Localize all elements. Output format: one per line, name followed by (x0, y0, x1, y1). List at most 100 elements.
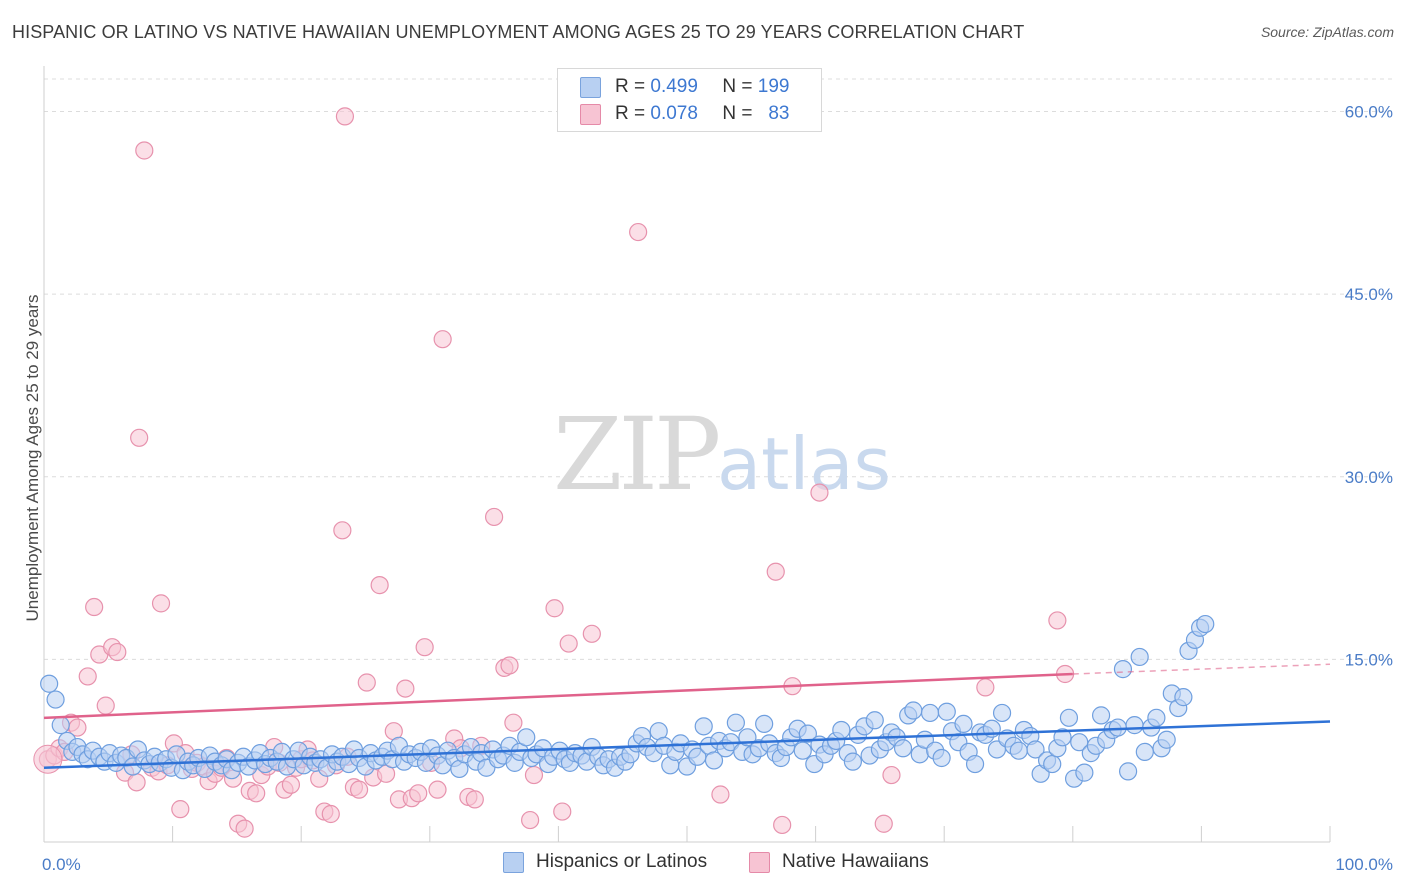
y-tick-label-1: 30.0% (1345, 468, 1393, 487)
native-hawaiian-point-90 (882, 765, 901, 785)
legend-n-value: 199 (757, 76, 790, 97)
legend-swatch-blue (580, 76, 601, 98)
native-hawaiian-point-83 (629, 222, 648, 242)
series-hispanics-or-latinos (40, 614, 1215, 788)
hispanic-point-181 (1043, 754, 1062, 774)
hispanic-point-156 (904, 701, 923, 720)
hispanic-point-178 (1026, 740, 1045, 759)
legend-swatch-pink (580, 103, 601, 125)
watermark-zip: ZIP (553, 396, 718, 513)
native-hawaiian-point-54 (349, 780, 369, 799)
native-hawaiian-point-22 (171, 800, 190, 819)
legend-item-hispanics[interactable]: Hispanics or Latinos (503, 851, 707, 873)
legend-n-label: N = (722, 103, 753, 124)
native-hawaiian-point-81 (559, 634, 578, 653)
native-hawaiian-point-76 (504, 713, 523, 732)
source-label: Source: ZipAtlas.com (1260, 24, 1394, 40)
legend-r-label: R = (615, 76, 646, 97)
trend-line-native-hawaiians-extension (1072, 663, 1331, 675)
chart-title: HISPANIC OR LATINO VS NATIVE HAWAIIAN UN… (12, 22, 1025, 42)
hispanic-point-187 (1075, 763, 1094, 782)
native-hawaiian-point-73 (485, 507, 504, 527)
native-hawaiian-point-89 (874, 814, 893, 833)
watermark-atlas: atlas (717, 422, 891, 506)
native-hawaiian-point-16 (135, 141, 154, 160)
hispanic-point-86 (517, 728, 536, 747)
hispanic-point-120 (704, 751, 724, 770)
native-hawaiian-point-91 (976, 678, 995, 697)
hispanic-point-198 (1135, 742, 1154, 762)
hispanic-point-165 (954, 714, 973, 734)
native-hawaiian-point-63 (409, 784, 428, 803)
hispanic-point-118 (694, 717, 713, 736)
hispanic-point-129 (755, 714, 774, 734)
hispanic-point-1 (46, 690, 65, 709)
hispanic-point-193 (1108, 718, 1127, 737)
native-hawaiian-point-85 (766, 562, 785, 581)
native-hawaiian-point-78 (524, 765, 544, 785)
hispanic-point-195 (1118, 762, 1138, 781)
legend-swatch-blue (503, 851, 524, 873)
native-hawaiian-cluster-point (33, 744, 63, 774)
native-hawaiian-point-33 (235, 819, 254, 838)
hispanic-point-145 (843, 752, 862, 771)
hispanic-point-202 (1157, 730, 1176, 749)
hispanic-point-162 (937, 702, 956, 721)
hispanic-point-190 (1091, 706, 1111, 725)
legend-r-value: 0.499 (650, 76, 698, 97)
native-hawaiian-point-75 (500, 656, 519, 675)
hispanic-point-143 (832, 720, 851, 740)
native-hawaiian-point-35 (247, 784, 266, 803)
native-hawaiian-point-55 (357, 673, 376, 692)
native-hawaiian-point-51 (335, 107, 355, 126)
legend-label: Native Hawaiians (782, 851, 929, 872)
native-hawaiian-point-7 (85, 597, 104, 617)
hispanic-point-183 (1053, 728, 1072, 747)
hispanic-point-161 (932, 748, 951, 768)
series-legend: Hispanics or Latinos Native Hawaiians (0, 851, 1406, 877)
hispanic-point-137 (798, 724, 817, 743)
native-hawaiian-point-88 (810, 483, 829, 502)
legend-row-hispanics: R = 0.499 N = 199 (558, 73, 789, 101)
hispanic-point-136 (793, 741, 812, 760)
native-hawaiian-point-67 (433, 330, 452, 349)
hispanic-point-149 (865, 711, 884, 730)
axes (43, 66, 1331, 843)
native-hawaiian-point-19 (151, 594, 171, 613)
native-hawaiian-point-84 (711, 785, 730, 804)
native-hawaiian-point-66 (428, 780, 447, 799)
legend-label: Hispanics or Latinos (536, 851, 708, 872)
hispanic-point-196 (1125, 716, 1144, 735)
trend-lines (43, 663, 1331, 769)
y-axis-label: Unemployment Among Ages 25 to 29 years (23, 295, 42, 622)
native-hawaiian-point-92 (1048, 611, 1067, 630)
y-tick-label-0: 15.0% (1345, 650, 1393, 669)
tick-labels: 15.0% 30.0% 45.0% 60.0% 0.0% 100.0% (42, 103, 1393, 874)
native-hawaiian-point-57 (370, 576, 389, 595)
native-hawaiian-point-77 (521, 810, 540, 830)
native-hawaiian-point-61 (396, 679, 415, 698)
native-hawaiian-point-86 (773, 815, 792, 835)
legend-r-value: 0.078 (650, 103, 698, 124)
native-hawaiian-point-41 (281, 775, 301, 794)
native-hawaiian-point-11 (108, 642, 127, 662)
hispanic-point-205 (1174, 688, 1193, 707)
legend-n-value: 83 (768, 103, 790, 124)
native-hawaiian-point-79 (545, 599, 564, 618)
hispanic-point-209 (1196, 614, 1215, 634)
x-tick-label-0: 0.0% (42, 855, 81, 874)
hispanic-point-0 (40, 674, 59, 693)
correlation-legend: R = 0.499 N = 199 R = 0.078 N = 83 (557, 68, 822, 132)
native-hawaiian-point-14 (127, 773, 146, 792)
y-tick-label-3: 60.0% (1345, 103, 1393, 122)
native-hawaiian-point-15 (130, 428, 149, 447)
hispanic-point-175 (1009, 741, 1028, 760)
hispanic-point-197 (1130, 647, 1149, 667)
x-tick-label-1: 100.0% (1335, 855, 1393, 874)
native-hawaiian-point-80 (553, 802, 572, 821)
grid-lines (44, 78, 1392, 660)
legend-item-native-hawaiians[interactable]: Native Hawaiians (749, 851, 929, 873)
hispanic-point-200 (1147, 708, 1166, 727)
native-hawaiian-point-82 (582, 624, 601, 643)
native-hawaiian-point-9 (96, 696, 115, 715)
